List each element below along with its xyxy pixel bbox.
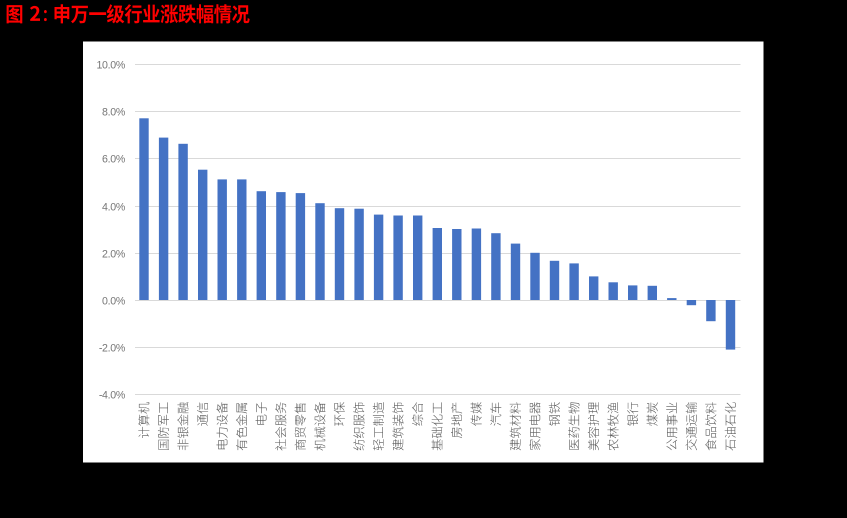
svg-text:0.0%: 0.0% [102, 296, 126, 308]
svg-text:6.0%: 6.0% [102, 154, 126, 166]
svg-text:-4.0%: -4.0% [99, 390, 126, 402]
svg-text:10.0%: 10.0% [96, 60, 125, 72]
svg-text:2.0%: 2.0% [102, 249, 126, 261]
svg-text:-2.0%: -2.0% [99, 343, 126, 355]
svg-text:8.0%: 8.0% [102, 107, 126, 119]
svg-text:4.0%: 4.0% [102, 202, 126, 214]
